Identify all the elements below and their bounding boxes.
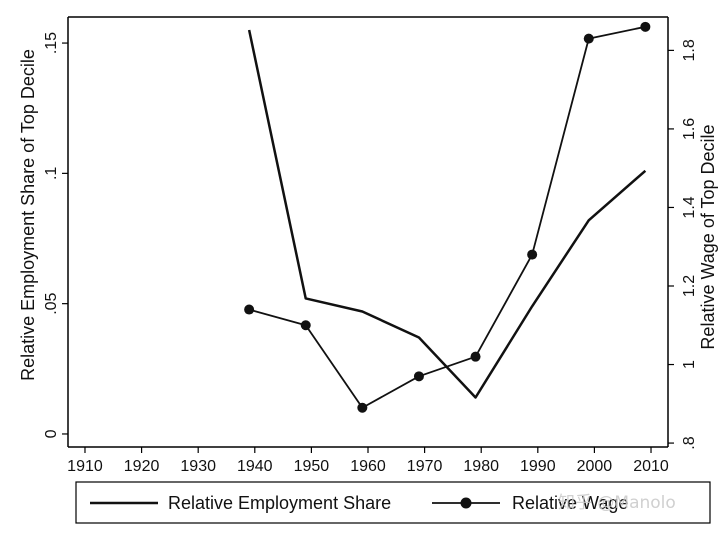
relative-wage-point: [527, 249, 538, 260]
right-y-axis-title: Relative Wage of Top Decile: [698, 124, 718, 349]
legend-label-employment-share: Relative Employment Share: [168, 493, 391, 513]
legend: Relative Employment Share Relative Wage …: [75, 481, 711, 524]
right-y-tick-label: 1.6: [681, 118, 698, 140]
relative-wage-point: [583, 33, 594, 44]
left-y-axis-ticks: 0 .05 .1 .15: [43, 32, 68, 438]
left-y-axis-title: Relative Employment Share of Top Decile: [18, 49, 38, 381]
watermark-text: 知乎 @Manolo: [558, 493, 676, 513]
x-tick-label: 1970: [407, 458, 443, 475]
plot-frame: [67, 16, 669, 448]
relative-wage-line: [248, 25, 646, 409]
x-tick-label: 2000: [577, 458, 613, 475]
x-tick-label: 2010: [633, 458, 669, 475]
x-tick-label: 1990: [520, 458, 556, 475]
right-y-tick-label: 1: [681, 360, 698, 369]
relative-wage-point: [300, 320, 311, 331]
x-tick-label: 1940: [237, 458, 273, 475]
right-y-tick-label: .8: [681, 436, 698, 449]
x-tick-label: 1980: [463, 458, 499, 475]
left-y-tick-label: .1: [43, 167, 60, 180]
x-axis-ticks: 1910 1920 1930 1940 1950 1960 1970 1980 1990 2000…: [67, 447, 669, 475]
x-tick-label: 1930: [180, 458, 216, 475]
employment-share-line: [247, 29, 647, 399]
legend-key-wage-marker: [460, 497, 472, 509]
right-y-tick-label: 1.2: [681, 275, 698, 297]
x-tick-label: 1960: [350, 458, 386, 475]
left-y-tick-label: .15: [43, 32, 60, 54]
relative-wage-point: [244, 304, 255, 315]
x-tick-label: 1920: [124, 458, 160, 475]
relative-wage-point: [640, 21, 651, 32]
right-y-tick-label: 1.8: [681, 39, 698, 61]
left-y-tick-label: .05: [43, 292, 60, 314]
relative-wage-point: [470, 351, 481, 362]
left-y-tick-label: 0: [43, 429, 60, 438]
relative-wage-point: [413, 371, 424, 382]
legend-box: [75, 481, 711, 524]
series-layer: [244, 21, 651, 413]
right-y-tick-label: 1.4: [681, 196, 698, 218]
legend-label-wage: Relative Wage: [512, 493, 628, 513]
right-y-axis-ticks: .8 1 1.2 1.4 1.6 1.8: [668, 39, 698, 450]
x-tick-label: 1950: [294, 458, 330, 475]
relative-wage-point: [357, 402, 368, 413]
x-tick-label: 1910: [67, 458, 103, 475]
